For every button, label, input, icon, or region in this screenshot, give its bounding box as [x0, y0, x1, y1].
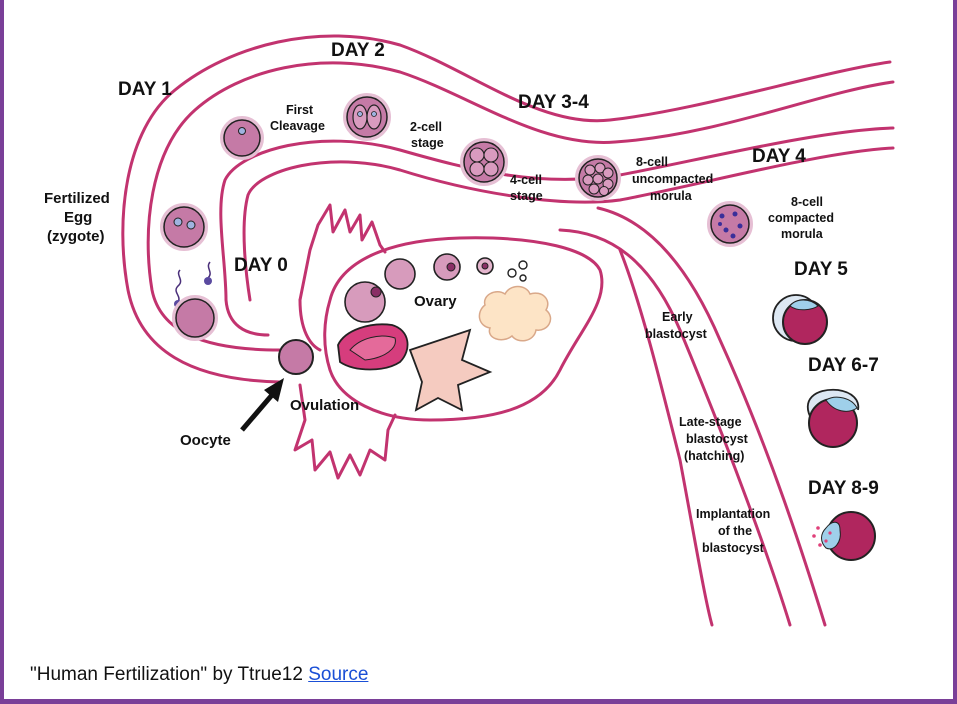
svg-text:Implantation: Implantation: [696, 507, 770, 521]
tube-inner-wall: [219, 126, 895, 337]
egg-penetration: [172, 295, 218, 341]
blastocysts: [772, 294, 876, 561]
four-cell-embryo: [460, 138, 508, 186]
svg-text:(hatching): (hatching): [684, 449, 744, 463]
follicle-1: [384, 258, 416, 290]
fimbriae-top: [298, 203, 387, 302]
tube-outer-wall: [121, 34, 892, 384]
fimbriae-connector: [298, 298, 322, 352]
attribution-caption: "Human Fertilization" by Ttrue12 Source: [30, 664, 368, 686]
svg-text:2-cell: 2-cell: [410, 120, 442, 134]
label-day-2: DAY 2: [331, 40, 385, 61]
fimbriae-bottom: [293, 383, 397, 480]
label-first-cleavage: First Cleavage: [270, 103, 325, 133]
svg-text:compacted: compacted: [768, 211, 834, 225]
label-day-3-4: DAY 3-4: [518, 92, 589, 113]
svg-text:blastocyst: blastocyst: [686, 432, 749, 446]
follicle-2-nucleus: [446, 262, 456, 272]
ovary-follicles: [337, 253, 552, 412]
label-ovary: Ovary: [414, 293, 457, 310]
label-four-cell-stage: 4-cell stage: [510, 173, 543, 203]
svg-text:Cleavage: Cleavage: [270, 119, 325, 133]
label-oocyte: Oocyte: [180, 432, 231, 449]
ovary-outline: [323, 236, 604, 422]
label-day-6-7: DAY 6-7: [808, 355, 879, 376]
svg-text:morula: morula: [650, 189, 693, 203]
zygote: [160, 203, 208, 251]
ruptured-follicle-inner: [349, 335, 396, 361]
label-day-1: DAY 1: [118, 79, 172, 100]
follicle-5: [518, 260, 528, 270]
svg-text:uncompacted: uncompacted: [632, 172, 713, 186]
label-day-5: DAY 5: [794, 259, 848, 280]
day1-cell: [220, 116, 264, 160]
label-day-4: DAY 4: [752, 146, 806, 167]
tube-outer-inner: [146, 61, 895, 352]
svg-text:Fertilized: Fertilized: [44, 190, 110, 207]
label-eight-cell-compacted: 8-cell compacted morula: [768, 195, 834, 241]
svg-text:stage: stage: [411, 136, 444, 150]
mature-follicle-oocyte: [370, 286, 382, 298]
svg-text:8-cell: 8-cell: [791, 195, 823, 209]
label-day-0: DAY 0: [234, 255, 288, 276]
svg-text:First: First: [286, 103, 314, 117]
follicle-6: [519, 274, 527, 282]
label-eight-cell-uncompacted: 8-cell uncompacted morula: [632, 155, 713, 203]
oocyte-cell: [278, 339, 314, 375]
svg-text:4-cell: 4-cell: [510, 173, 542, 187]
svg-text:morula: morula: [781, 227, 824, 241]
corpus-luteum: [408, 328, 493, 412]
label-two-cell-stage: 2-cell stage: [410, 120, 444, 150]
late-inner-cell-mass: [825, 396, 858, 412]
svg-text:of the: of the: [718, 524, 752, 538]
eight-cell-compacted: [707, 201, 753, 247]
label-fertilized-egg: Fertilized Egg (zygote): [44, 190, 110, 245]
label-implantation: Implantation of the blastocyst: [696, 507, 770, 555]
svg-text:(zygote): (zygote): [47, 228, 105, 245]
svg-text:Egg: Egg: [64, 209, 92, 226]
label-day-8-9: DAY 8-9: [808, 478, 879, 499]
embryo-stages: [160, 93, 753, 341]
uterus-lining-left: [558, 228, 792, 627]
svg-text:Early: Early: [662, 310, 693, 324]
fallopian-tube: [121, 34, 895, 627]
uterus-lining-inner: [618, 248, 714, 627]
follicle-4: [507, 268, 517, 278]
follicle-3-nucleus: [481, 262, 489, 270]
svg-text:blastocyst: blastocyst: [645, 327, 708, 341]
svg-text:Late-stage: Late-stage: [679, 415, 742, 429]
label-early-blastocyst: Early blastocyst: [645, 310, 708, 341]
svg-text:stage: stage: [510, 189, 543, 203]
caption-text: "Human Fertilization" by Ttrue12: [30, 664, 303, 685]
oocyte-arrow: [240, 378, 284, 432]
corpus-albicans: [478, 285, 552, 342]
early-inner-cell-mass: [789, 299, 819, 311]
svg-text:8-cell: 8-cell: [636, 155, 668, 169]
tube-inner-inner: [242, 146, 895, 302]
uterus-lining-mid: [596, 206, 827, 627]
label-late-stage-blastocyst: Late-stage blastocyst (hatching): [679, 415, 749, 463]
svg-text:blastocyst: blastocyst: [702, 541, 765, 555]
label-ovulation: Ovulation: [290, 397, 359, 414]
source-link[interactable]: Source: [308, 664, 369, 685]
